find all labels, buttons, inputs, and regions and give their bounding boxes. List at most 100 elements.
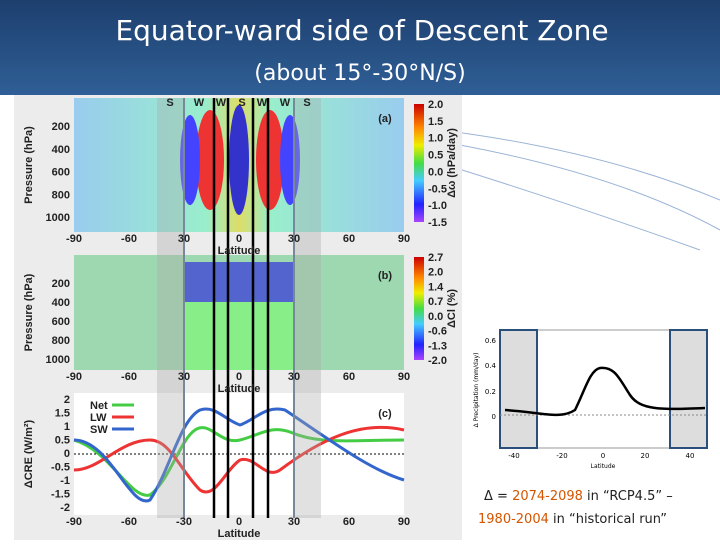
colorbar-tick-label: -1.3 xyxy=(428,340,447,352)
y-tick-label: 1.5 xyxy=(55,408,70,420)
y-tick-label: 600 xyxy=(52,316,70,328)
gray-stripe xyxy=(294,98,321,518)
x-tick-label: 30 xyxy=(288,233,300,245)
y-tick-label: 200 xyxy=(52,278,70,290)
colorbar-tick-label: -2.0 xyxy=(428,355,447,367)
x-tick-label: 30 xyxy=(178,233,190,245)
y-tick-label: -2 xyxy=(60,502,70,514)
x-axis-label: Latitude xyxy=(218,528,261,540)
inset-x-tick: 40 xyxy=(686,452,695,460)
x-tick-label: 60 xyxy=(343,516,355,528)
legend-label: Net xyxy=(90,400,108,412)
caption-part: 2074-2098 xyxy=(512,489,583,504)
caption-part: in “historical run” xyxy=(549,512,667,527)
y-axis-label: ΔCRE (W/m²) xyxy=(23,419,35,488)
x-tick-label: 90 xyxy=(398,233,410,245)
x-tick-label: 30 xyxy=(178,371,190,383)
colorbar-tick-label: 1.5 xyxy=(428,116,443,128)
inset-y-tick: 0 xyxy=(492,413,496,421)
y-tick-label: 0 xyxy=(64,448,70,460)
colorbar-tick-label: 2.0 xyxy=(428,267,443,279)
inset-box xyxy=(499,329,538,449)
caption-part: 1980-2004 xyxy=(478,512,549,527)
inset-y-tick: 0.2 xyxy=(485,388,496,396)
colorbar xyxy=(414,104,424,222)
inset-x-tick: 0 xyxy=(601,452,605,460)
blob xyxy=(184,262,294,302)
colorbar-label: ΔCl (%) xyxy=(446,289,458,328)
y-tick-label: -1.5 xyxy=(51,489,70,501)
legend-label: LW xyxy=(90,412,107,424)
colorbar-tick-label: 0.0 xyxy=(428,311,443,323)
colorbar-tick-label: 1.0 xyxy=(428,133,443,145)
net-curve xyxy=(73,426,405,497)
colorbar-tick-label: 1.4 xyxy=(428,281,444,293)
caption-part: Δ = xyxy=(484,489,512,504)
panel-label: (b) xyxy=(378,270,392,282)
inset-x-tick: 20 xyxy=(641,452,650,460)
y-tick-label: 1000 xyxy=(46,354,70,366)
zone-marker: S xyxy=(303,97,310,109)
figure: S W W S W W S(a)Pressure (hPa) 2004006008001000… xyxy=(14,95,462,540)
colorbar-label: Δω (hPa/day) xyxy=(446,128,458,198)
slide-title: Equator-ward side of Descent Zone xyxy=(115,14,608,47)
zone-marker: W xyxy=(194,97,205,109)
inset-y-tick: 0.4 xyxy=(485,362,497,370)
x-tick-label: -90 xyxy=(66,516,82,528)
colorbar-tick-label: -0.6 xyxy=(428,326,447,338)
header-band xyxy=(0,0,720,95)
inset-box xyxy=(669,329,708,449)
y-tick-label: 1000 xyxy=(46,212,70,224)
y-tick-label: 800 xyxy=(52,335,70,347)
x-axis-label: Latitude xyxy=(218,245,261,257)
y-tick-label: 0.5 xyxy=(55,435,70,447)
colorbar-tick-label: 0.0 xyxy=(428,166,443,178)
y-tick-label: 400 xyxy=(52,297,70,309)
colorbar-tick-label: 0.5 xyxy=(428,150,443,162)
x-tick-label: -60 xyxy=(121,371,137,383)
inset-x-label: Latitude xyxy=(591,463,616,470)
blob xyxy=(256,110,284,210)
x-tick-label: -30 xyxy=(176,516,192,528)
y-tick-label: 400 xyxy=(52,144,70,156)
x-tick-label: 90 xyxy=(398,371,410,383)
zone-marker: W xyxy=(257,97,268,109)
y-axis-label: Pressure (hPa) xyxy=(23,126,35,204)
zone-marker: W xyxy=(280,97,291,109)
x-tick-label: 0 xyxy=(236,371,242,383)
blob xyxy=(184,302,294,370)
y-tick-label: -1 xyxy=(60,475,70,487)
panel-label: (c) xyxy=(378,408,392,420)
decor-lines xyxy=(429,129,720,251)
panel-label: (a) xyxy=(378,113,392,125)
colorbar-tick-label: -1.0 xyxy=(428,200,447,212)
colorbar-tick-label: 0.7 xyxy=(428,296,443,308)
zone-marker: W xyxy=(216,97,227,109)
gray-stripe xyxy=(157,98,184,518)
caption-part: in “RCP4.5” – xyxy=(583,489,673,504)
x-tick-label: -60 xyxy=(121,233,137,245)
inset: 0.6 0.4 0.2 0 -40 -20 0 20 40 Latitude Δ Precipita… xyxy=(473,329,708,470)
y-tick-label: 2 xyxy=(64,394,70,406)
y-tick-label: 800 xyxy=(52,189,70,201)
zone-marker: S xyxy=(166,97,173,109)
y-axis-label: Pressure (hPa) xyxy=(23,273,35,351)
y-tick-label: -0.5 xyxy=(51,462,70,474)
colorbar-tick-label: -1.5 xyxy=(428,217,447,229)
caption: 1980-2004 in “historical run” xyxy=(478,512,667,527)
zone-marker: S xyxy=(238,97,245,109)
y-tick-label: 600 xyxy=(52,167,70,179)
x-tick-label: 0 xyxy=(236,233,242,245)
x-tick-label: 60 xyxy=(343,371,355,383)
y-tick-label: 200 xyxy=(52,121,70,133)
x-tick-label: 90 xyxy=(398,516,410,528)
inset-x-tick: -20 xyxy=(556,452,567,460)
y-tick-label: 1 xyxy=(64,421,70,433)
colorbar-tick-label: 2.7 xyxy=(428,252,443,264)
inset-y-label: Δ Precipitation (mm/day) xyxy=(473,353,480,428)
colorbar-tick-label: -0.5 xyxy=(428,183,447,195)
precip-curve xyxy=(504,366,706,417)
x-tick-label: 0 xyxy=(236,516,242,528)
